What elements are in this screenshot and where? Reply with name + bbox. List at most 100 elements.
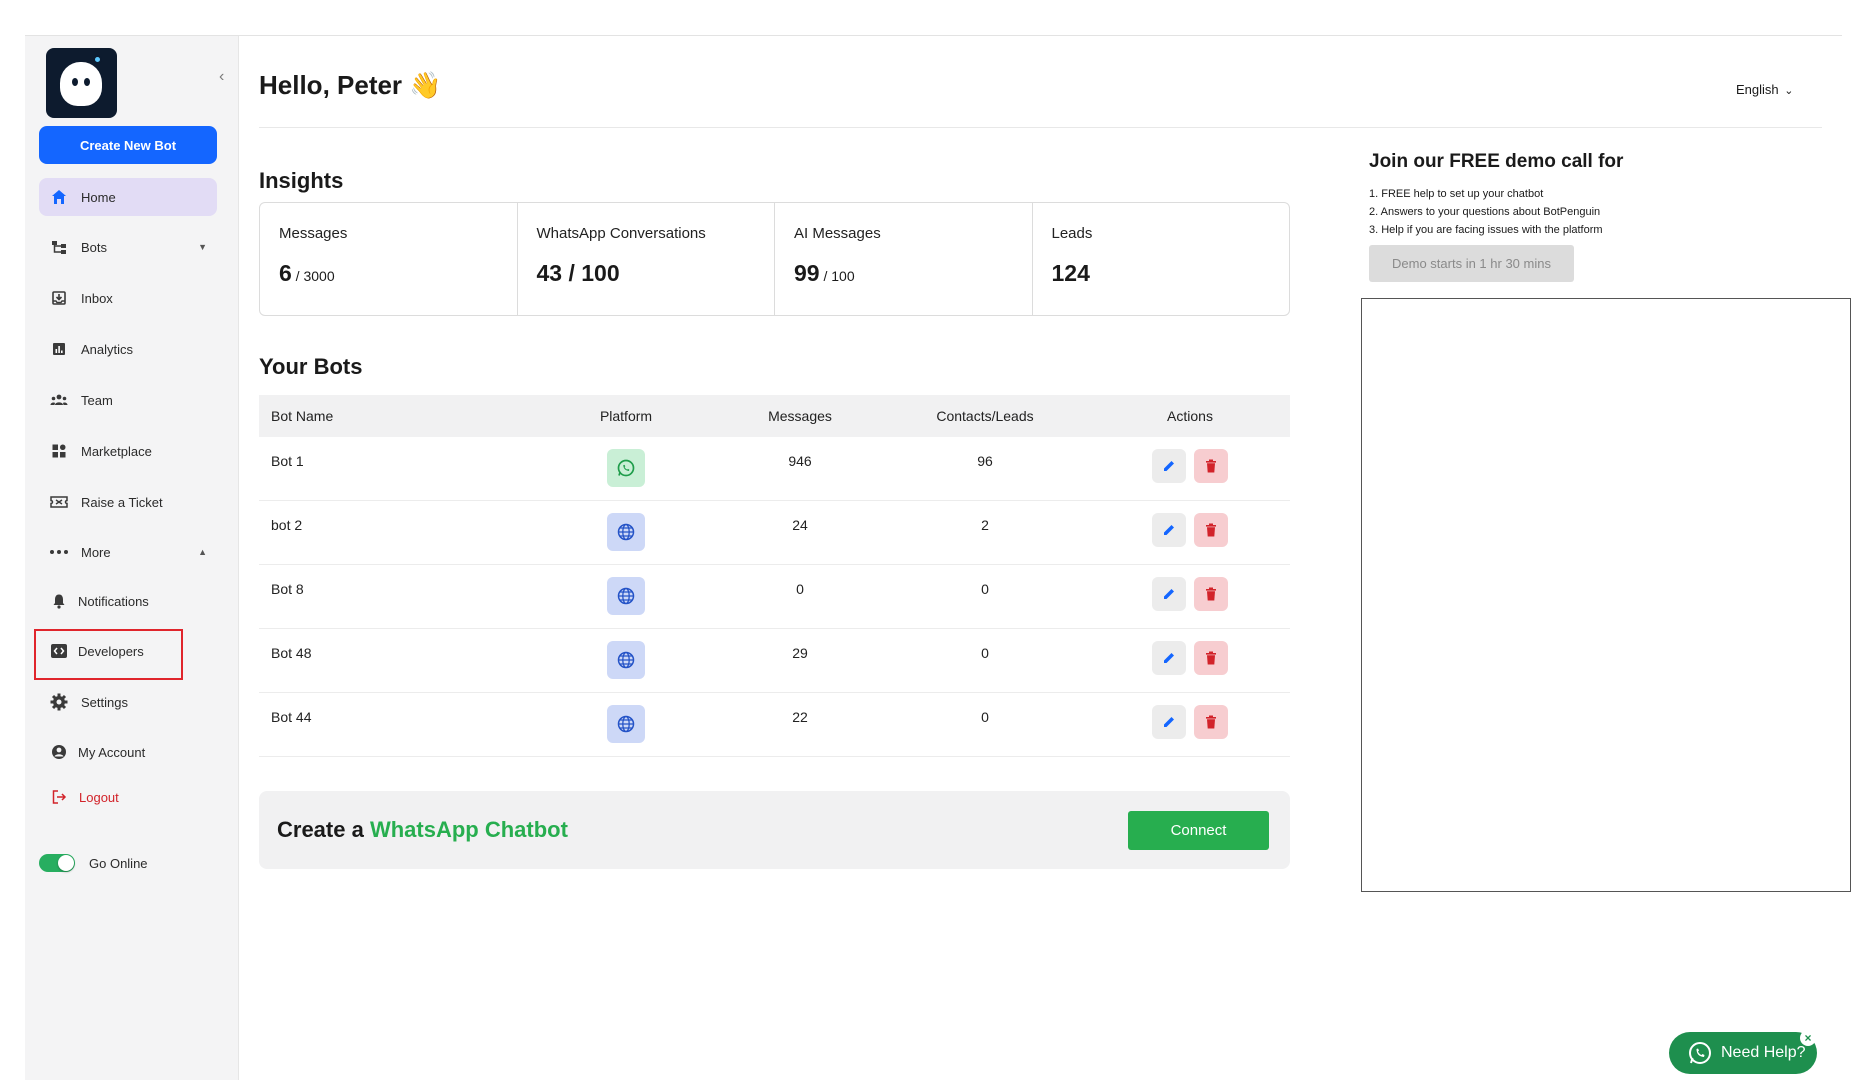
delete-icon[interactable]: [1194, 577, 1228, 611]
bots-table: Bot Name Platform Messages Contacts/Lead…: [259, 395, 1290, 757]
delete-icon[interactable]: [1194, 449, 1228, 483]
insight-value-main: 43 / 100: [536, 260, 620, 286]
table-row[interactable]: bot 2 24 2: [259, 501, 1290, 565]
platform-cell: [543, 629, 709, 679]
code-icon: [49, 641, 69, 661]
table-row[interactable]: Bot 48 29 0: [259, 629, 1290, 693]
platform-cell: [543, 437, 709, 487]
sidebar-item-bots[interactable]: Bots ▼: [39, 228, 217, 266]
sidebar-item-settings[interactable]: Settings: [39, 683, 217, 721]
inbox-icon: [49, 288, 69, 308]
insight-card-whatsapp: WhatsApp Conversations 43 / 100: [518, 203, 775, 315]
actions-group: [1120, 513, 1260, 547]
insight-label: WhatsApp Conversations: [536, 225, 706, 242]
table-row[interactable]: Bot 8 0 0: [259, 565, 1290, 629]
actions-cell: [1120, 501, 1260, 547]
your-bots-title: Your Bots: [259, 354, 363, 379]
edit-icon[interactable]: [1152, 705, 1186, 739]
actions-group: [1120, 641, 1260, 675]
whatsapp-chatbot-banner: Create a WhatsApp Chatbot Connect: [259, 791, 1290, 869]
banner-highlight: WhatsApp Chatbot: [369, 817, 568, 842]
sidebar-item-my-account[interactable]: My Account: [39, 733, 217, 771]
sidebar-item-raise-ticket[interactable]: Raise a Ticket: [39, 483, 217, 521]
sidebar-item-label: Inbox: [81, 290, 113, 306]
sidebar: ‹ Create New Bot Home Bots ▼ Inbox Analy…: [25, 36, 239, 1080]
insight-label: Messages: [279, 225, 348, 242]
edit-icon[interactable]: [1152, 449, 1186, 483]
sidebar-item-logout[interactable]: Logout: [39, 778, 217, 816]
table-row[interactable]: Bot 1 946 96: [259, 437, 1290, 501]
insight-value: 6 / 3000: [279, 260, 517, 287]
sidebar-item-inbox[interactable]: Inbox: [39, 279, 217, 317]
app-logo[interactable]: [46, 48, 117, 118]
sidebar-item-developers[interactable]: Developers: [39, 632, 217, 670]
connect-button[interactable]: Connect: [1128, 811, 1269, 850]
bots-icon: [49, 237, 69, 257]
leads-count: 96: [977, 453, 993, 469]
sidebar-item-label: Logout: [79, 789, 119, 805]
toggle-knob: [58, 855, 74, 871]
demo-title: Join our FREE demo call for: [1369, 151, 1624, 172]
logo-face: [60, 62, 102, 106]
team-icon: [49, 390, 69, 410]
need-help-label: Need Help?: [1721, 1044, 1806, 1061]
create-new-bot-button[interactable]: Create New Bot: [39, 126, 217, 164]
sidebar-item-label: Analytics: [81, 341, 134, 357]
insight-value: 99 / 100: [794, 260, 1032, 287]
demo-point: 2. Answers to your questions about BotPe…: [1369, 206, 1601, 218]
globe-icon: [607, 577, 645, 615]
header-divider: [259, 127, 1822, 128]
account-icon: [49, 742, 69, 762]
bot-name: Bot 44: [271, 709, 312, 725]
delete-icon[interactable]: [1194, 705, 1228, 739]
bot-name: Bot 1: [271, 453, 304, 469]
close-icon[interactable]: ×: [1800, 1030, 1816, 1046]
edit-icon[interactable]: [1152, 577, 1186, 611]
sidebar-item-label: Marketplace: [81, 443, 152, 459]
demo-point: 1. FREE help to set up your chatbot: [1369, 188, 1544, 200]
messages-count: 946: [788, 453, 812, 469]
insight-label: AI Messages: [794, 225, 881, 242]
actions-group: [1120, 577, 1260, 611]
language-select[interactable]: English ⌄: [1736, 82, 1793, 97]
sidebar-item-marketplace[interactable]: Marketplace: [39, 432, 217, 470]
edit-icon[interactable]: [1152, 513, 1186, 547]
chevron-down-icon: ▼: [198, 242, 207, 252]
insight-value-sub: / 3000: [291, 268, 335, 284]
column-header: Actions: [1167, 408, 1213, 424]
collapse-sidebar-icon[interactable]: ‹: [219, 68, 225, 85]
banner-prefix: Create a: [277, 817, 370, 842]
sidebar-item-notifications[interactable]: Notifications: [39, 582, 217, 620]
demo-video-frame[interactable]: [1361, 298, 1851, 892]
sidebar-item-home[interactable]: Home: [39, 178, 217, 216]
need-help-button[interactable]: Need Help? ×: [1669, 1030, 1817, 1074]
sidebar-item-more[interactable]: More ▲: [39, 533, 217, 571]
table-row[interactable]: Bot 44 22 0: [259, 693, 1290, 757]
go-online-toggle[interactable]: [39, 854, 75, 872]
sidebar-item-team[interactable]: Team: [39, 381, 217, 419]
delete-icon[interactable]: [1194, 513, 1228, 547]
platform-cell: [543, 565, 709, 615]
insight-value-sub: / 100: [819, 268, 855, 284]
actions-group: [1120, 705, 1260, 739]
platform-cell: [543, 693, 709, 743]
sidebar-item-analytics[interactable]: Analytics: [39, 330, 217, 368]
insight-value: 124: [1052, 260, 1290, 287]
logo-eye-left: [72, 78, 78, 86]
bot-name: Bot 48: [271, 645, 312, 661]
edit-icon[interactable]: [1152, 641, 1186, 675]
sidebar-item-label: My Account: [78, 744, 146, 760]
logo-eye-right: [84, 78, 90, 86]
delete-icon[interactable]: [1194, 641, 1228, 675]
sidebar-item-label: More: [81, 544, 111, 560]
demo-countdown-button[interactable]: Demo starts in 1 hr 30 mins: [1369, 245, 1574, 282]
actions-cell: [1120, 629, 1260, 675]
insight-value: 43 / 100: [537, 260, 775, 287]
table-header: Bot Name Platform Messages Contacts/Lead…: [259, 395, 1290, 437]
messages-count: 24: [792, 517, 808, 533]
messages-count: 22: [792, 709, 808, 725]
whatsapp-icon: [607, 449, 645, 487]
page-title: Hello, Peter 👋: [259, 70, 442, 100]
actions-group: [1120, 449, 1260, 483]
bot-name: bot 2: [271, 517, 303, 533]
